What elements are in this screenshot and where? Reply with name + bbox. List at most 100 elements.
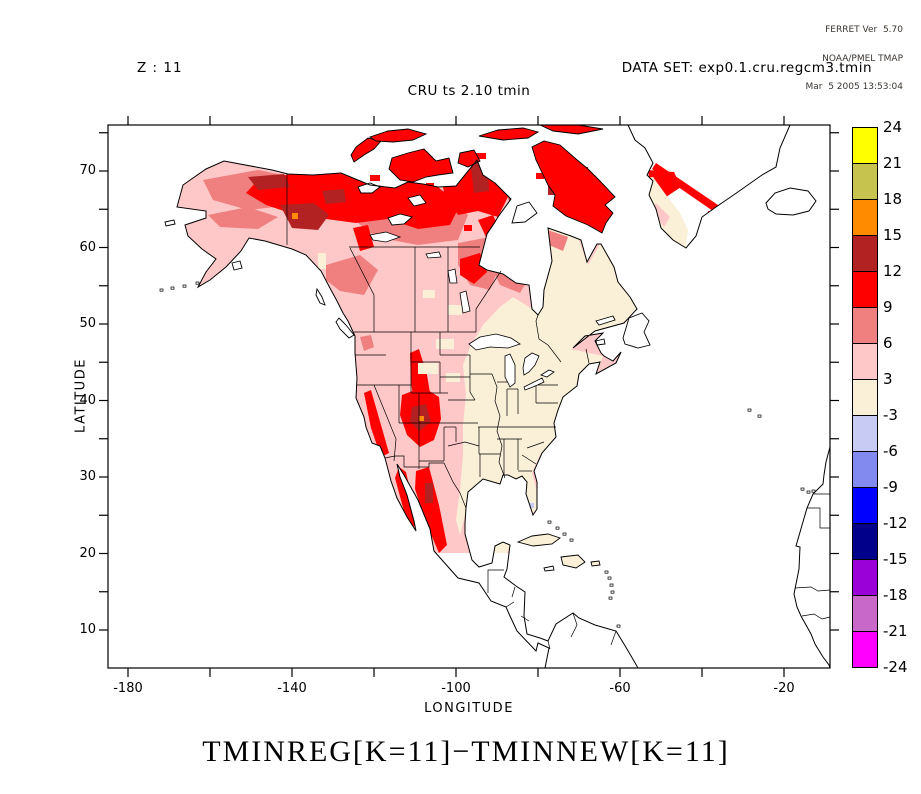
ellesmere-island: [539, 124, 604, 135]
data-patch: [652, 163, 718, 211]
political-border: [526, 441, 545, 449]
y-tick-label: 40: [79, 392, 96, 408]
political-border: [491, 373, 506, 479]
political-border: [585, 348, 590, 364]
data-patch: [326, 255, 378, 295]
puerto-rico: [590, 560, 601, 567]
y-tick-label: 20: [79, 545, 96, 561]
small-island: [170, 286, 175, 290]
lake-outline: [504, 353, 516, 388]
colorbar-label: 6: [883, 334, 893, 352]
colorbar-label: -3: [883, 406, 898, 424]
data-patch: [208, 207, 278, 229]
small-island: [562, 532, 567, 536]
colorbar-cell: [852, 308, 878, 344]
political-border: [511, 586, 516, 598]
small-island: [811, 489, 816, 493]
lake-outline: [540, 369, 555, 378]
small-island: [604, 570, 609, 574]
colorbar-cell: [852, 632, 878, 668]
political-border: [547, 640, 551, 650]
lake-outline: [459, 290, 471, 314]
colorbar-label: 24: [883, 118, 903, 136]
y-axis-title: LATITUDE: [73, 358, 89, 433]
colorbar-label: -12: [883, 514, 908, 532]
data-patches-greenland: [628, 125, 790, 248]
small-island: [608, 596, 613, 600]
banks-island: [350, 137, 382, 163]
data-patch: [548, 230, 568, 251]
data-patch: [322, 189, 346, 204]
haida-gwaii: [315, 287, 326, 306]
lake-outline: [425, 251, 442, 259]
colorbar-cell: [852, 380, 878, 416]
data-patch: [364, 390, 389, 457]
data-patch: [456, 221, 638, 535]
plot-title: TMINREG[K=11]−TMINNEW[K=11]: [202, 735, 730, 768]
kodiak-island: [231, 260, 243, 271]
political-border: [794, 586, 831, 592]
political-border: [487, 569, 504, 593]
political-border: [373, 384, 397, 462]
colorbar-label: -15: [883, 550, 908, 568]
colorbar-cell: [852, 164, 878, 200]
data-patch: [353, 225, 374, 251]
data-patch: [529, 503, 534, 508]
political-border: [349, 247, 375, 332]
data-patch: [446, 373, 460, 382]
map-plot: [99, 116, 839, 677]
anticosti: [595, 315, 616, 326]
y-tick-label: 30: [79, 469, 96, 484]
data-patch: [423, 290, 435, 298]
colorbar-cell: [852, 127, 878, 164]
africa-coastline: [793, 446, 831, 669]
political-border: [535, 314, 562, 363]
data-patch: [415, 467, 447, 553]
newfoundland: [622, 312, 651, 349]
plot-border: [107, 124, 831, 669]
political-border: [384, 455, 467, 509]
lake-outline: [407, 194, 427, 207]
political-border: [520, 615, 530, 622]
melville-island: [368, 128, 428, 143]
king-william-area: [387, 213, 413, 226]
colorbar: 24 21 18 15 12 9 6 3 -3 -6 -9 -12 -15 -18 -21 -24: [852, 118, 908, 676]
colorbar-label: 12: [883, 262, 903, 280]
data-patch: [448, 305, 462, 315]
data-patch: [476, 153, 486, 159]
small-island: [806, 490, 811, 494]
baffin-island: [531, 140, 616, 234]
political-border: [570, 612, 578, 638]
colorbar-label: -21: [883, 622, 908, 640]
data-patch: [425, 483, 433, 503]
data-patch: [436, 339, 454, 349]
small-island: [555, 526, 560, 530]
hispaniola: [560, 554, 586, 569]
data-patch: [419, 416, 424, 421]
lake-outline: [523, 377, 545, 391]
x-tick-label: -100: [441, 681, 471, 696]
colorbar-cell: [852, 200, 878, 236]
prince-edward-island: [595, 338, 606, 346]
jamaica: [543, 565, 555, 572]
cuba: [516, 533, 561, 547]
dataset-label: DATA SET: exp0.1.cru.regcm3.tmin: [621, 60, 872, 76]
colorbar-label: 3: [883, 370, 893, 388]
plot-subtitle: CRU ts 2.10 tmin: [407, 83, 531, 99]
small-island: [547, 520, 552, 524]
z-level-label: Z : 11: [137, 60, 183, 76]
colorbar-label: -9: [883, 478, 898, 496]
small-island: [757, 414, 762, 418]
ferret-version-line: FERRET Ver 5.70: [825, 25, 903, 35]
political-border: [447, 441, 480, 447]
colorbar-label: -18: [883, 586, 908, 604]
political-border: [469, 355, 476, 401]
y-tick-label: 60: [79, 239, 96, 255]
data-patch: [370, 175, 380, 181]
data-patch: [248, 174, 290, 190]
data-patch: [493, 270, 526, 293]
colorbar-cell: [852, 488, 878, 524]
southampton-island: [511, 201, 538, 224]
x-tick-label: -60: [609, 681, 631, 696]
